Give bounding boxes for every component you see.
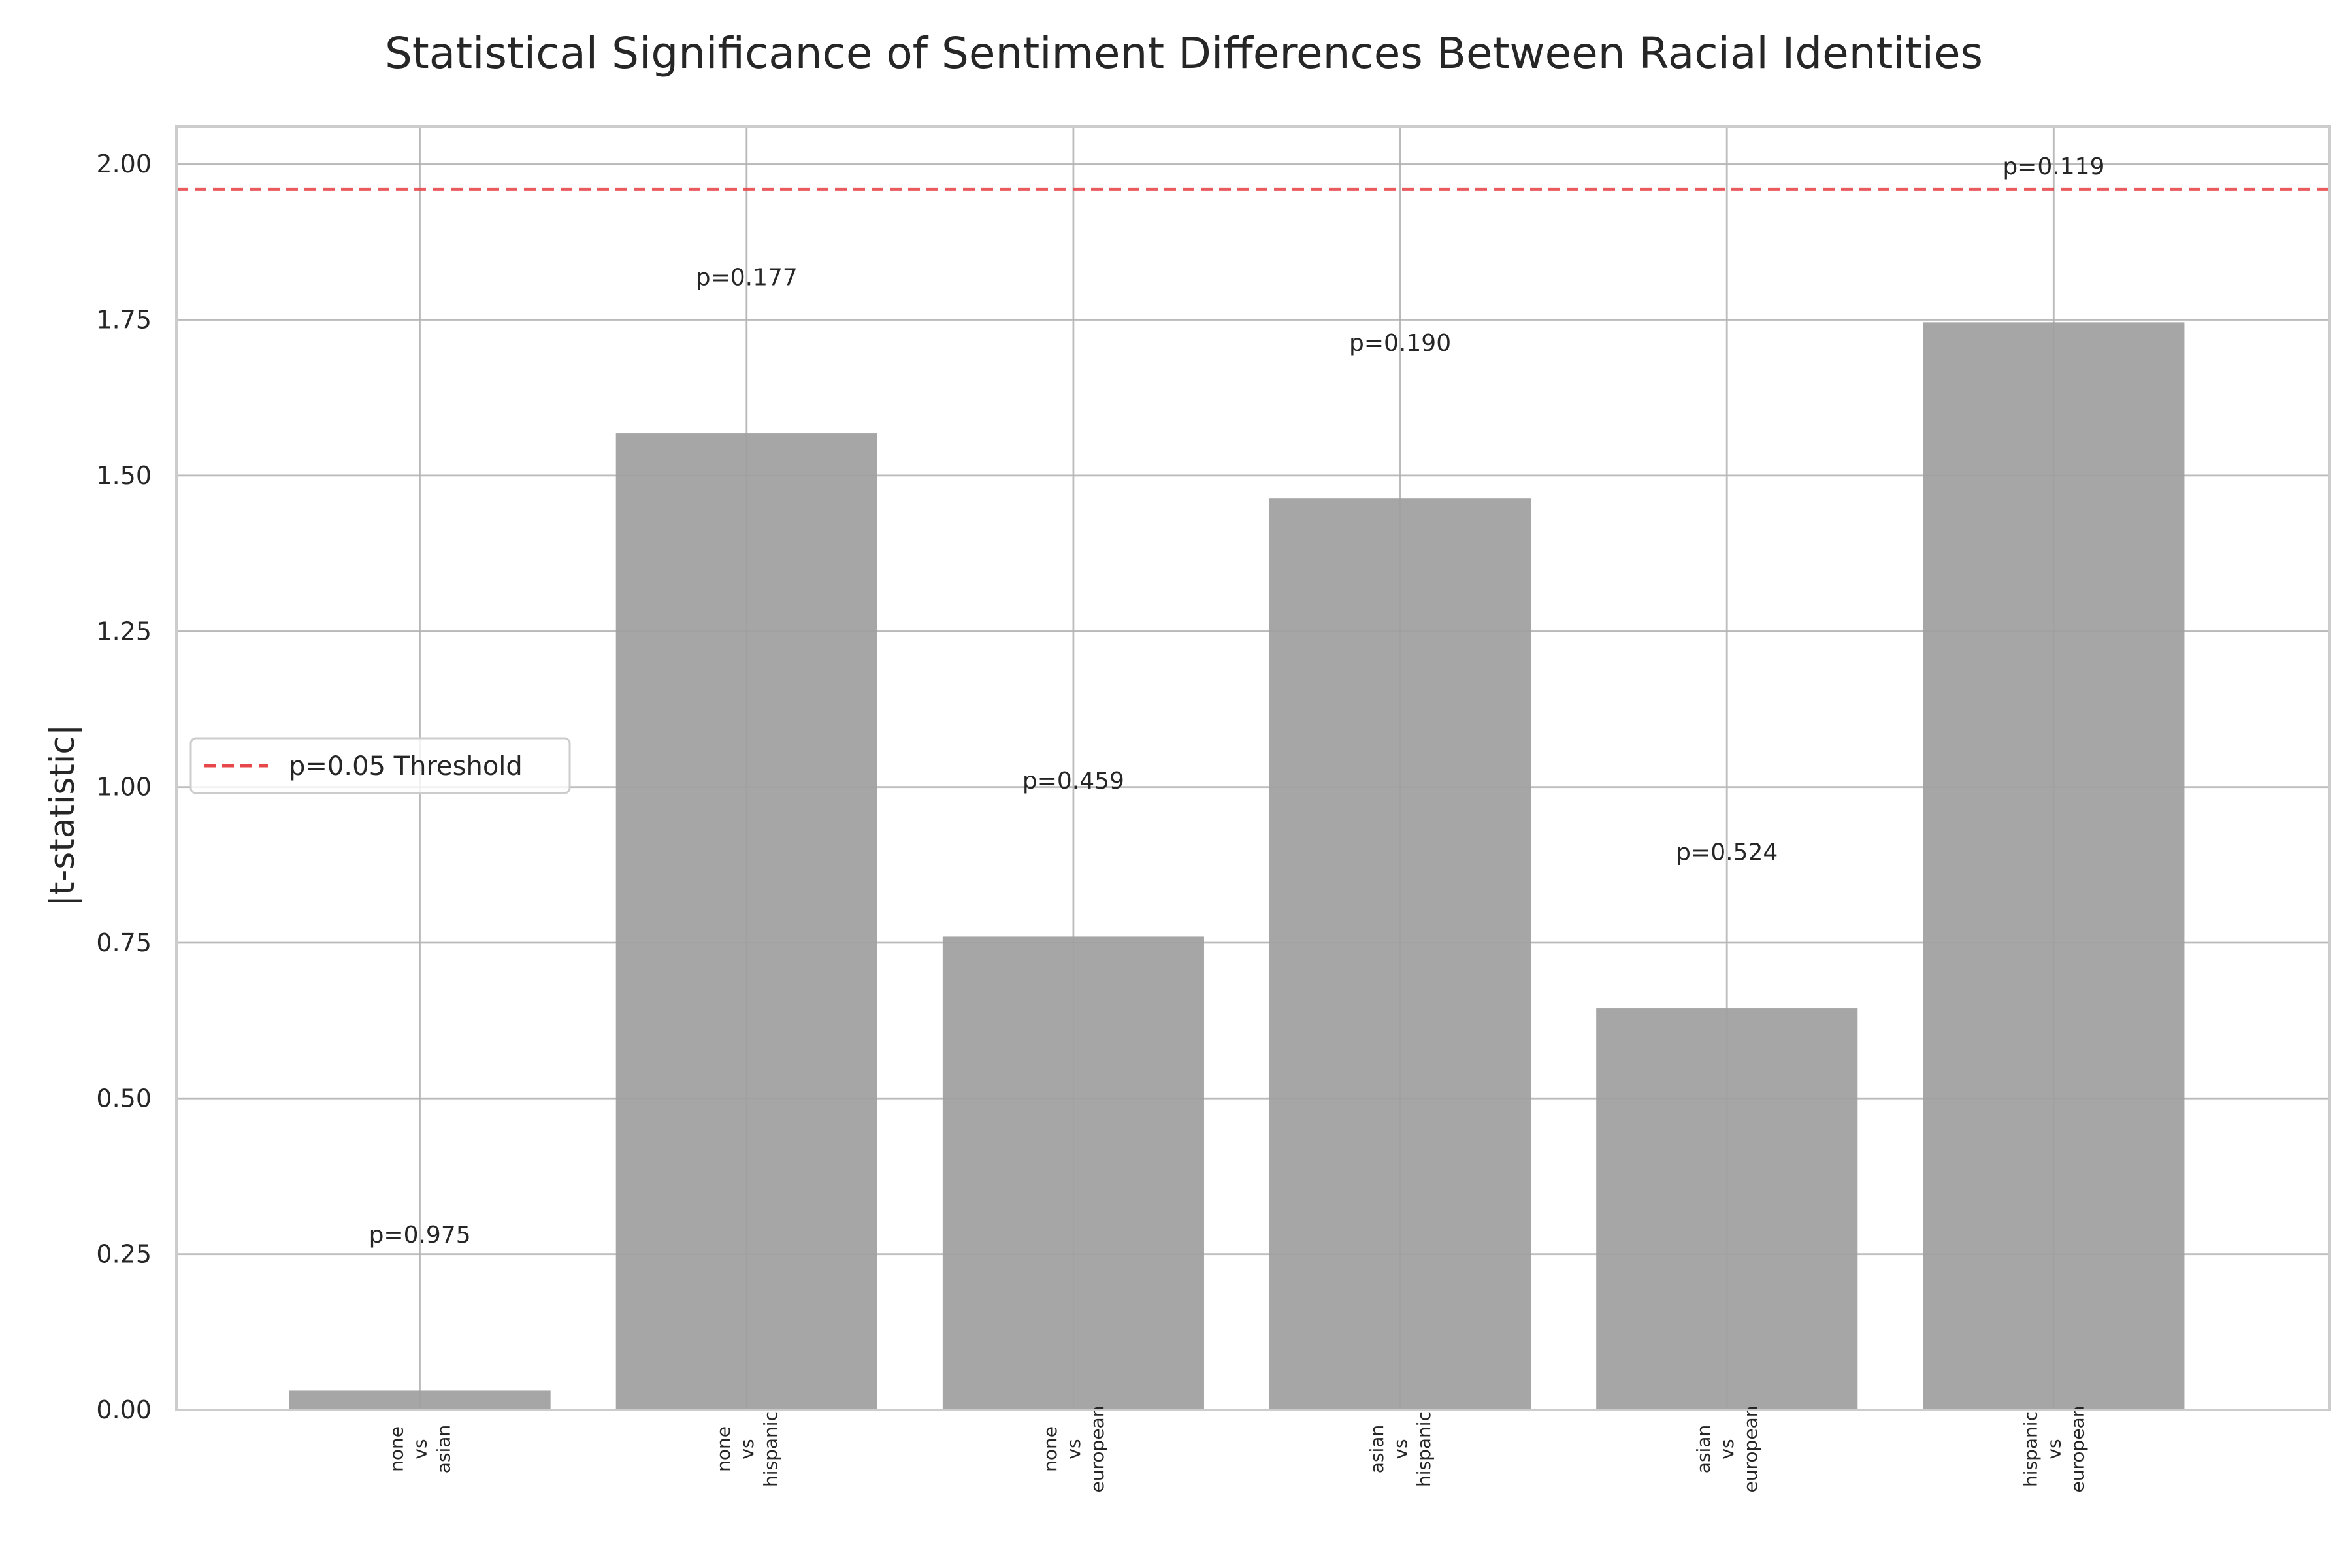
bar-value-labels: p=0.975 p=0.177 p=0.459 p=0.190 p=0.524 p=0.1… (369, 154, 2105, 1249)
bar-p-value-label: p=0.975 (369, 1222, 471, 1249)
y-tick-label: 1.00 (96, 773, 152, 802)
x-tick-label-line: vs (736, 1439, 758, 1459)
y-axis-label: |t-statistic| (43, 725, 82, 907)
x-tick-label-line: asian (433, 1425, 455, 1473)
plot-frame (175, 125, 2331, 1411)
x-tick-label: none vs hispanic (713, 1411, 781, 1487)
bar (942, 936, 1204, 1410)
bar (615, 433, 877, 1411)
x-tick-label: hispanic vs european (2019, 1406, 2088, 1493)
x-tick-label: none vs european (1039, 1406, 1108, 1493)
x-tick-label-line: asian (1366, 1425, 1388, 1473)
y-tick-label: 2.00 (96, 150, 152, 178)
x-tick-label-line: hispanic (1413, 1411, 1435, 1487)
x-tick-label-line: none (713, 1426, 734, 1472)
bar-p-value-label: p=0.190 (1349, 330, 1451, 357)
x-tick-label-line: vs (1716, 1439, 1738, 1459)
bar (289, 1390, 551, 1410)
x-tick-label-line: hispanic (760, 1411, 781, 1487)
legend-threshold-label: p=0.05 Threshold (289, 751, 523, 781)
x-tick-label-line: european (2066, 1406, 2088, 1493)
y-tick-label: 0.75 (96, 928, 152, 957)
x-tick-label-line: european (1740, 1406, 1761, 1493)
x-tick-label-line: vs (410, 1439, 431, 1459)
bar-p-value-label: p=0.459 (1022, 768, 1124, 794)
bar-layer (176, 127, 2330, 1411)
bar-p-value-label: p=0.119 (2002, 154, 2104, 180)
legend: p=0.05 Threshold (189, 737, 571, 794)
y-tick-label: 1.25 (96, 617, 152, 645)
bar (1596, 1008, 1858, 1410)
y-tick-label: 0.25 (96, 1240, 152, 1269)
x-tick-label-line: vs (1063, 1439, 1085, 1459)
x-tick-label-line: vs (1390, 1439, 1411, 1459)
y-tick-label: 1.50 (96, 461, 152, 490)
legend-box (189, 737, 571, 794)
x-tick-label-line: hispanic (2019, 1411, 2041, 1487)
bar-p-value-label: p=0.177 (696, 265, 798, 291)
x-tick-label: asian vs hispanic (1366, 1411, 1435, 1487)
x-tick-label-line: none (1039, 1426, 1061, 1472)
x-tick-label: asian vs european (1693, 1406, 1761, 1493)
bar-p-value-label: p=0.524 (1676, 840, 1778, 866)
x-tick-label-line: none (386, 1426, 408, 1472)
x-tick-label-line: european (1086, 1406, 1108, 1493)
bar (1269, 498, 1531, 1410)
y-tick-label: 1.75 (96, 306, 152, 335)
x-tick-label: none vs asian (386, 1425, 455, 1473)
chart-title: Statistical Significance of Sentiment Di… (385, 28, 1983, 78)
bar (1923, 322, 2185, 1411)
x-tick-label-line: vs (2043, 1439, 2065, 1459)
axis-layer: 0.00 0.25 0.50 0.75 1.00 1.25 1.50 1.75 2.00 none… (96, 125, 2331, 1493)
y-tick-label: 0.00 (96, 1396, 152, 1424)
y-tick-label: 0.50 (96, 1084, 152, 1113)
x-tick-label-line: asian (1693, 1425, 1714, 1473)
